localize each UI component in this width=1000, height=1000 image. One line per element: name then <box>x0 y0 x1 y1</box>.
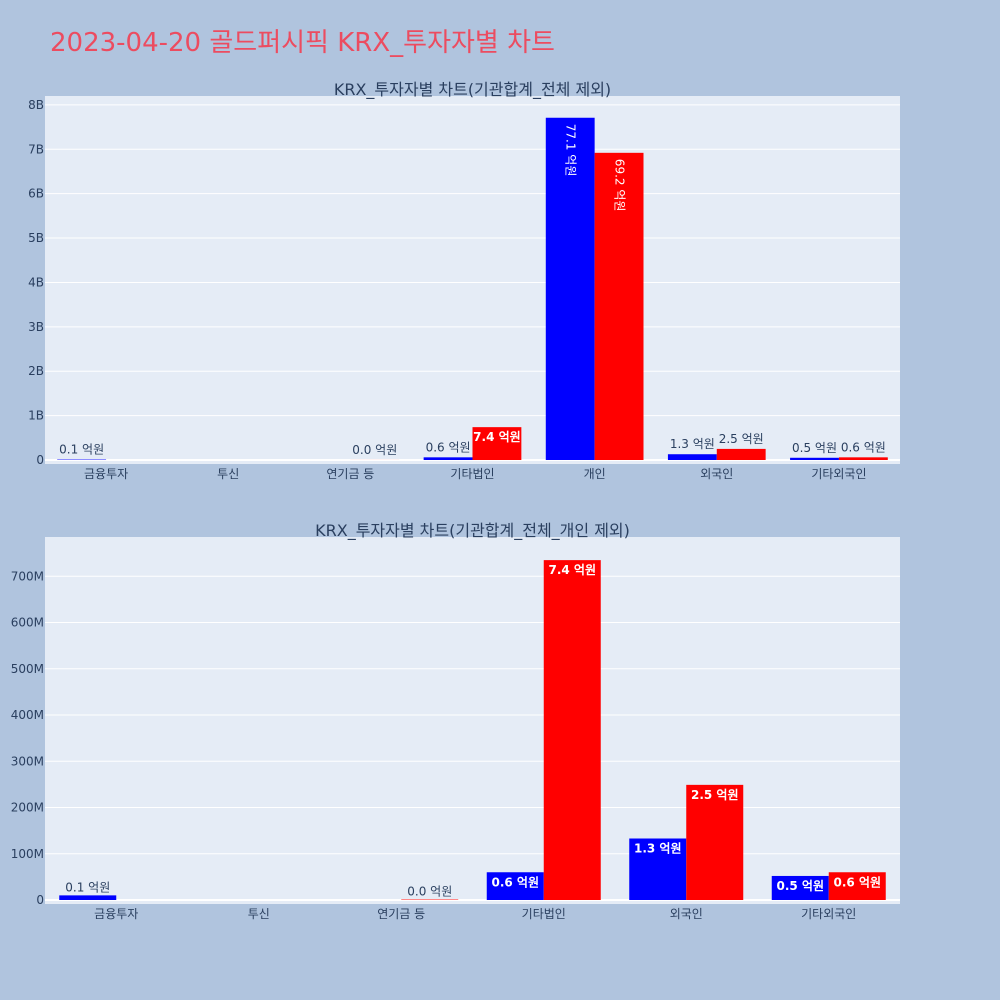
data-label: 77.1 억원 <box>564 124 578 177</box>
x-tick-label: 투신 <box>248 907 270 921</box>
x-tick-label: 연기금 등 <box>326 467 374 481</box>
data-label: 0.1 억원 <box>59 443 104 457</box>
x-tick-label: 기타법인 <box>522 907 566 921</box>
data-label: 0.6 억원 <box>491 875 539 889</box>
chart-panel-1: KRX_투자자별 차트(기관합계_전체 제외) 0 1B 2B 3B 4B 5B 6B 7B 8B… <box>28 80 900 481</box>
bar <box>472 427 522 460</box>
x-tick-label: 기타외국인 <box>801 907 856 921</box>
x-tick-label: 외국인 <box>670 907 703 921</box>
chart-title: KRX_투자자별 차트(기관합계_전체_개인 제외) <box>315 521 630 541</box>
data-label: 0.6 억원 <box>426 440 471 454</box>
data-label: 0.1 억원 <box>65 880 110 894</box>
bar <box>59 895 117 900</box>
bar <box>790 457 839 460</box>
data-label: 1.3 억원 <box>670 437 715 451</box>
bar <box>594 152 644 460</box>
bar <box>543 560 601 900</box>
y-tick-label: 7B <box>28 142 44 156</box>
x-tick-label: 금융투자 <box>94 907 138 921</box>
y-tick-label: 1B <box>28 409 44 423</box>
x-tick-label: 연기금 등 <box>377 907 425 921</box>
data-label: 0.5 억원 <box>776 879 824 893</box>
bar <box>716 448 766 460</box>
x-tick-label: 기타외국인 <box>811 467 866 481</box>
x-tick-label: 외국인 <box>700 467 733 481</box>
bar <box>771 875 829 900</box>
y-tick-label: 6B <box>28 187 44 201</box>
y-tick-label: 600M <box>11 616 44 630</box>
data-label: 0.5 억원 <box>792 441 837 455</box>
data-label: 0.0 억원 <box>407 885 452 899</box>
data-label: 0.6 억원 <box>833 875 881 889</box>
bar <box>423 457 473 460</box>
data-label: 0.6 억원 <box>841 440 886 454</box>
bar <box>828 872 886 900</box>
y-tick-label: 4B <box>28 275 44 289</box>
page-title: 2023-04-20 골드퍼시픽 KRX_투자자별 차트 <box>50 28 555 58</box>
y-tick-label: 100M <box>11 847 44 861</box>
plot-area <box>45 96 900 464</box>
y-tick-label: 3B <box>28 320 44 334</box>
y-tick-label: 5B <box>28 231 44 245</box>
data-label: 7.4 억원 <box>548 563 596 577</box>
bar <box>545 117 595 460</box>
bar <box>667 454 717 460</box>
y-tick-label: 2B <box>28 364 44 378</box>
y-tick-label: 8B <box>28 98 44 112</box>
x-tick-label: 개인 <box>584 467 606 481</box>
data-label: 69.2 억원 <box>613 159 627 212</box>
y-tick-label: 300M <box>11 754 44 768</box>
data-label: 2.5 억원 <box>719 432 764 446</box>
bar <box>686 784 744 900</box>
y-tick-label: 0 <box>36 893 44 907</box>
bar <box>838 457 888 460</box>
y-tick-label: 500M <box>11 662 44 676</box>
y-tick-label: 0 <box>36 453 44 467</box>
bar <box>629 838 687 900</box>
chart-title: KRX_투자자별 차트(기관합계_전체 제외) <box>334 80 611 100</box>
x-tick-label: 금융투자 <box>84 467 128 481</box>
plot-area <box>45 537 900 904</box>
bar <box>486 872 544 900</box>
data-label: 1.3 억원 <box>634 841 682 855</box>
x-tick-label: 기타법인 <box>450 467 494 481</box>
y-tick-label: 700M <box>11 569 44 583</box>
data-label: 2.5 억원 <box>691 788 739 802</box>
data-label: 7.4 억원 <box>473 430 521 444</box>
y-tick-label: 400M <box>11 708 44 722</box>
data-label: 0.0 억원 <box>352 443 397 457</box>
y-tick-label: 200M <box>11 801 44 815</box>
chart-panel-2: KRX_투자자별 차트(기관합계_전체_개인 제외) 0 100M 200M 300M 4… <box>11 521 900 921</box>
x-tick-label: 투신 <box>217 467 239 481</box>
